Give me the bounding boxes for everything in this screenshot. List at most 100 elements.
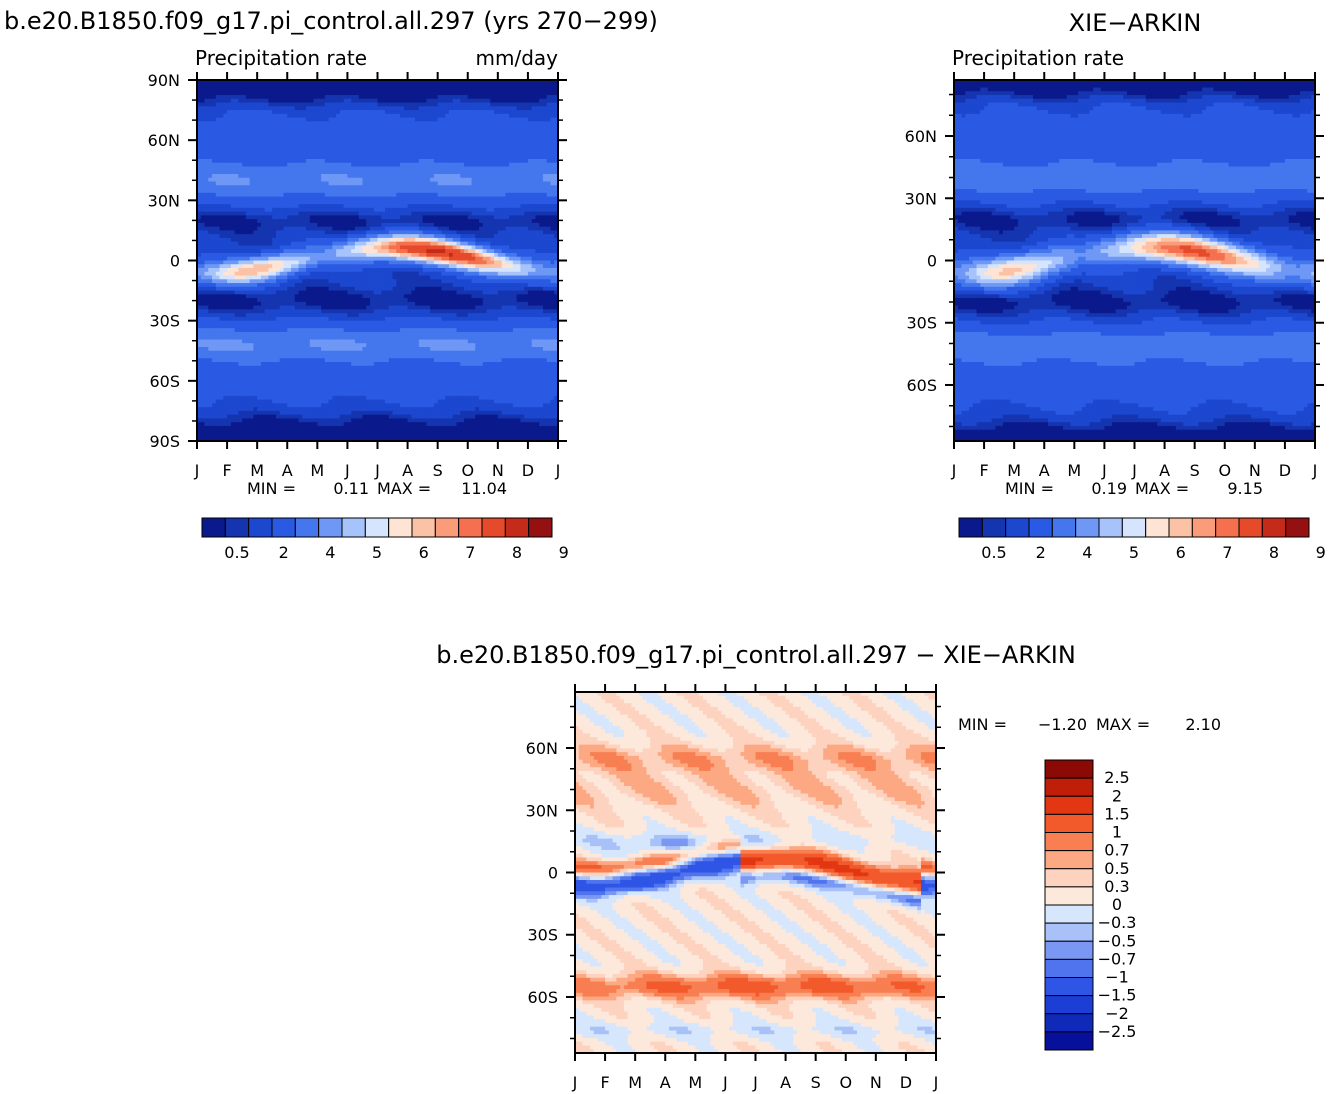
contour-cell xyxy=(208,196,213,201)
contour-cell xyxy=(283,177,288,183)
contour-cell xyxy=(546,106,552,111)
contour-cell xyxy=(287,80,292,85)
contour-cell xyxy=(494,189,499,194)
contour-cell xyxy=(249,264,255,269)
contour-cell xyxy=(482,162,488,168)
contour-cell xyxy=(366,132,371,138)
contour-cell xyxy=(362,219,367,224)
contour-cell xyxy=(475,181,480,186)
contour-cell xyxy=(362,234,367,239)
contour-cell xyxy=(396,128,401,134)
contour-cell xyxy=(494,117,499,122)
contour-cell xyxy=(550,245,555,250)
contour-cell xyxy=(208,117,213,122)
contour-cell xyxy=(272,136,277,141)
contour-cell xyxy=(219,268,224,273)
contour-cell xyxy=(527,151,533,156)
contour-cell xyxy=(467,106,473,111)
contour-cell xyxy=(497,264,503,269)
contour-cell xyxy=(362,166,367,171)
contour-cell xyxy=(539,192,544,198)
contour-cell xyxy=(516,128,521,134)
contour-cell xyxy=(279,83,285,89)
contour-cell xyxy=(347,143,352,149)
contour-cell xyxy=(505,264,510,269)
contour-cell xyxy=(426,80,431,85)
contour-cell xyxy=(505,140,510,145)
contour-cell xyxy=(460,181,465,186)
contour-cell xyxy=(249,136,255,141)
contour-cell xyxy=(550,102,555,107)
contour-cell xyxy=(309,87,315,92)
contour-cell xyxy=(471,113,476,119)
contour-cell xyxy=(411,128,416,134)
contour-cell xyxy=(245,185,251,190)
contour-cell xyxy=(475,125,480,130)
contour-cell xyxy=(445,121,450,126)
contour-cell xyxy=(437,91,443,96)
contour-cell xyxy=(354,215,360,220)
contour-cell xyxy=(351,260,356,265)
contour-cell xyxy=(430,177,435,183)
contour-cell xyxy=(388,264,394,269)
contour-cell xyxy=(283,125,288,130)
contour-cell xyxy=(531,158,537,164)
contour-cell xyxy=(313,256,318,262)
contour-cell xyxy=(219,80,224,85)
contour-cell xyxy=(219,200,224,205)
contour-cell xyxy=(460,170,465,175)
contour-cell xyxy=(200,121,206,126)
contour-cell xyxy=(238,110,243,115)
contour-cell xyxy=(309,91,315,96)
contour-cell xyxy=(494,132,499,138)
contour-cell xyxy=(200,241,206,247)
contour-cell xyxy=(426,222,431,228)
contour-cell xyxy=(381,196,386,201)
contour-cell xyxy=(512,128,518,134)
contour-cell xyxy=(253,204,258,209)
contour-cell xyxy=(505,185,510,190)
contour-cell xyxy=(260,98,266,104)
contour-cell xyxy=(358,222,364,228)
contour-cell xyxy=(373,143,379,149)
contour-cell xyxy=(336,83,341,89)
contour-cell xyxy=(219,177,224,183)
contour-cell xyxy=(411,170,416,175)
contour-cell xyxy=(501,260,506,265)
contour-cell xyxy=(208,151,213,156)
contour-cell xyxy=(418,204,424,209)
contour-cell xyxy=(264,143,270,149)
contour-cell xyxy=(302,117,307,122)
contour-cell xyxy=(336,174,341,179)
contour-cell xyxy=(463,128,469,134)
contour-cell xyxy=(490,256,495,262)
contour-cell xyxy=(497,219,503,224)
contour-cell xyxy=(426,110,431,115)
contour-cell xyxy=(516,268,521,273)
contour-cell xyxy=(475,174,480,179)
contour-cell xyxy=(452,177,458,183)
contour-cell xyxy=(260,102,266,107)
contour-cell xyxy=(324,234,330,239)
contour-cell xyxy=(535,226,540,232)
contour-cell xyxy=(272,234,277,239)
contour-cell xyxy=(264,102,270,107)
contour-cell xyxy=(396,222,401,228)
contour-cell xyxy=(347,125,352,130)
contour-cell xyxy=(460,83,465,89)
contour-cell xyxy=(437,204,443,209)
contour-cell xyxy=(479,185,484,190)
contour-cell xyxy=(445,155,450,160)
contour-cell xyxy=(234,125,239,130)
contour-cell xyxy=(524,143,529,149)
contour-cell xyxy=(219,155,224,160)
contour-cell xyxy=(275,226,281,232)
contour-cell xyxy=(373,252,379,258)
contour-cell xyxy=(445,245,450,250)
contour-cell xyxy=(215,117,221,122)
contour-cell xyxy=(448,196,454,201)
contour-cell xyxy=(204,147,209,153)
contour-cell xyxy=(448,207,454,213)
contour-cell xyxy=(415,222,420,228)
contour-cell xyxy=(463,196,469,201)
